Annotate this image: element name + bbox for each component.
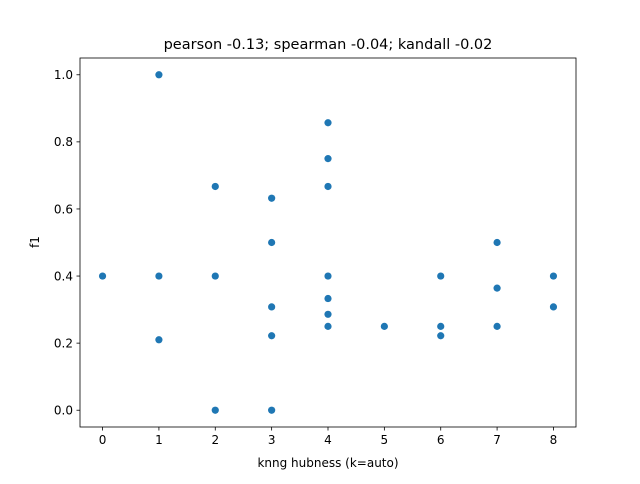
data-point-12 — [324, 119, 332, 127]
data-point-17 — [324, 310, 332, 318]
plot-area: 0 1 2 3 4 5 6 7 8 0.0 0.2 0.4 0.6 0.8 1.0 — [54, 57, 577, 447]
x-tick-label-1: 1 — [155, 433, 163, 447]
y-tick-label-2: 0.4 — [54, 269, 73, 283]
data-point-18 — [324, 322, 332, 330]
data-point-25 — [493, 322, 501, 330]
x-tick-label-5: 5 — [381, 433, 389, 447]
y-tick-label-3: 0.6 — [54, 202, 73, 216]
x-tick-label-8: 8 — [550, 433, 558, 447]
data-point-27 — [549, 303, 558, 311]
data-point-1 — [155, 71, 163, 79]
x-tick-label-4: 4 — [324, 433, 332, 447]
data-point-21 — [437, 322, 445, 330]
data-point-7 — [268, 194, 276, 202]
data-point-4 — [211, 182, 219, 191]
data-point-13 — [324, 155, 332, 163]
data-point-3 — [155, 336, 163, 344]
x-axis-label: knng hubness (k=auto) — [257, 456, 398, 470]
data-point-23 — [493, 238, 501, 247]
y-axis-label: f1 — [28, 236, 42, 248]
data-point-22 — [437, 332, 445, 340]
y-tick-label-4: 0.8 — [54, 135, 73, 149]
data-point-5 — [211, 272, 219, 280]
data-point-15 — [324, 272, 332, 280]
data-point-24 — [493, 284, 501, 292]
data-point-10 — [268, 332, 276, 340]
y-tick-label-1: 0.2 — [54, 336, 73, 350]
data-point-6 — [211, 406, 219, 414]
x-tick-label-7: 7 — [493, 433, 501, 447]
chart-title: pearson -0.13; spearman -0.04; kandall -… — [164, 37, 493, 53]
data-point-2 — [155, 272, 163, 280]
data-point-9 — [268, 303, 276, 311]
x-tick-label-0: 0 — [99, 433, 107, 447]
data-point-19 — [380, 322, 388, 330]
data-point-16 — [324, 294, 332, 303]
data-point-14 — [324, 182, 332, 191]
y-tick-label-0: 0.0 — [54, 404, 73, 418]
x-tick-label-6: 6 — [437, 433, 445, 447]
x-tick-label-3: 3 — [268, 433, 276, 447]
data-point-11 — [268, 406, 276, 414]
data-point-26 — [549, 272, 558, 280]
y-tick-label-5: 1.0 — [54, 68, 73, 82]
x-tick-label-2: 2 — [211, 433, 219, 447]
data-point-20 — [437, 272, 445, 280]
data-point-0 — [98, 272, 107, 280]
data-point-8 — [268, 238, 276, 247]
